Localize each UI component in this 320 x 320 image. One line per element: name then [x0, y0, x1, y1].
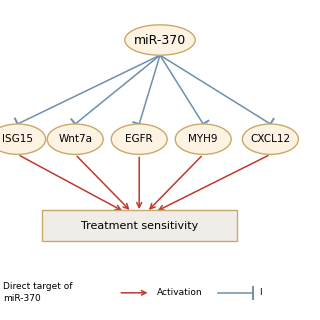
Text: miR-370: miR-370	[134, 34, 186, 46]
Text: MYH9: MYH9	[188, 134, 218, 144]
Text: Activation: Activation	[157, 288, 203, 297]
Text: CXCL12: CXCL12	[250, 134, 291, 144]
Ellipse shape	[111, 124, 167, 155]
Text: Direct target of
miR-370: Direct target of miR-370	[3, 282, 73, 303]
Ellipse shape	[243, 124, 298, 155]
Text: EGFR: EGFR	[125, 134, 153, 144]
Text: I: I	[259, 288, 262, 297]
Ellipse shape	[47, 124, 103, 155]
Text: Treatment sensitivity: Treatment sensitivity	[81, 220, 198, 231]
Ellipse shape	[175, 124, 231, 155]
Ellipse shape	[0, 124, 46, 155]
Text: Wnt7a: Wnt7a	[58, 134, 92, 144]
Ellipse shape	[125, 25, 195, 55]
Text: ISG15: ISG15	[2, 134, 33, 144]
FancyBboxPatch shape	[42, 211, 237, 241]
